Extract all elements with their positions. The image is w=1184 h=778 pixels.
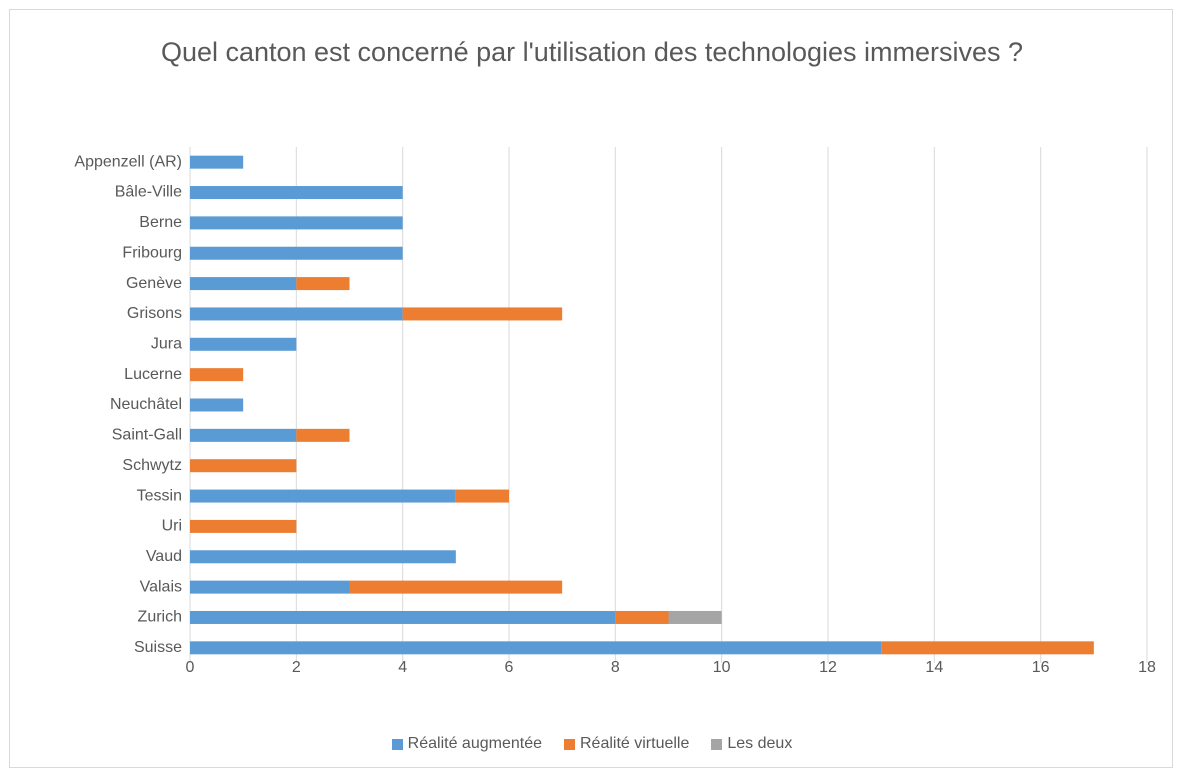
y-tick-label: Fribourg xyxy=(122,244,182,261)
y-tick-label: Genève xyxy=(126,275,182,292)
x-tick-label: 14 xyxy=(925,659,943,676)
bar-segment xyxy=(190,337,297,351)
bar-segment xyxy=(190,155,244,169)
legend-label: Réalité augmentée xyxy=(407,735,542,752)
legend-item: Les deux xyxy=(711,735,792,753)
y-tick-label: Schwytz xyxy=(122,457,182,474)
legend: Réalité augmentée Réalité virtuelle Les de… xyxy=(0,735,1184,753)
y-tick-label: Berne xyxy=(139,214,182,231)
x-tick-label: 16 xyxy=(1032,659,1050,676)
bar-segment xyxy=(190,489,456,503)
legend-item: Réalité virtuelle xyxy=(563,735,690,753)
bar-segment xyxy=(296,428,350,442)
x-tick-label: 0 xyxy=(186,659,195,676)
chart-border xyxy=(9,9,1173,768)
y-tick-label: Jura xyxy=(151,336,182,353)
x-tick-label: 2 xyxy=(292,659,301,676)
y-tick-label: Tessin xyxy=(137,487,182,504)
bar-segment xyxy=(190,307,403,321)
y-tick-label: Suisse xyxy=(134,639,182,656)
bar-segment xyxy=(190,246,403,260)
x-tick-label: 6 xyxy=(505,659,514,676)
bar-segment xyxy=(190,519,297,533)
bar-segment xyxy=(668,610,722,624)
chart-title: Quel canton est concerné par l'utilisati… xyxy=(160,37,1024,67)
legend-item: Réalité augmentée xyxy=(391,735,542,753)
bar-segment xyxy=(190,459,297,473)
y-tick-label: Bâle-Ville xyxy=(115,184,182,201)
bar-segment xyxy=(190,641,882,655)
bar-segment xyxy=(190,186,403,200)
bar-segment xyxy=(190,368,244,382)
y-tick-label: Neuchâtel xyxy=(110,396,182,413)
legend-label: Les deux xyxy=(727,735,793,752)
y-tick-label: Grisons xyxy=(127,305,182,322)
legend-swatch xyxy=(711,738,723,750)
bar-segment xyxy=(190,550,456,564)
bar-segment xyxy=(190,610,616,624)
x-tick-label: 8 xyxy=(611,659,620,676)
bar-segment xyxy=(349,580,563,594)
bar-segment xyxy=(402,307,563,321)
x-tick-label: 10 xyxy=(713,659,731,676)
bar-segment xyxy=(190,428,297,442)
x-tick-label: 4 xyxy=(398,659,407,676)
legend-label: Réalité virtuelle xyxy=(579,735,690,752)
bar-segment xyxy=(615,610,669,624)
bar-segment xyxy=(190,580,350,594)
y-tick-label: Appenzell (AR) xyxy=(74,153,182,170)
y-tick-label: Uri xyxy=(162,518,182,535)
y-tick-label: Saint-Gall xyxy=(112,427,182,444)
legend-swatch xyxy=(563,738,575,750)
bar-segment xyxy=(455,489,509,503)
bar-segment xyxy=(296,277,350,291)
y-tick-label: Zurich xyxy=(138,609,182,626)
bar-segment xyxy=(190,398,244,412)
bar-segment xyxy=(190,216,403,230)
bar-segment xyxy=(190,277,297,291)
bar-segment xyxy=(881,641,1094,655)
y-tick-label: Vaud xyxy=(146,548,182,565)
x-tick-label: 12 xyxy=(819,659,837,676)
y-tick-label: Valais xyxy=(140,578,182,595)
legend-swatch xyxy=(391,738,403,750)
y-tick-label: Lucerne xyxy=(124,366,182,383)
x-tick-label: 18 xyxy=(1138,659,1156,676)
